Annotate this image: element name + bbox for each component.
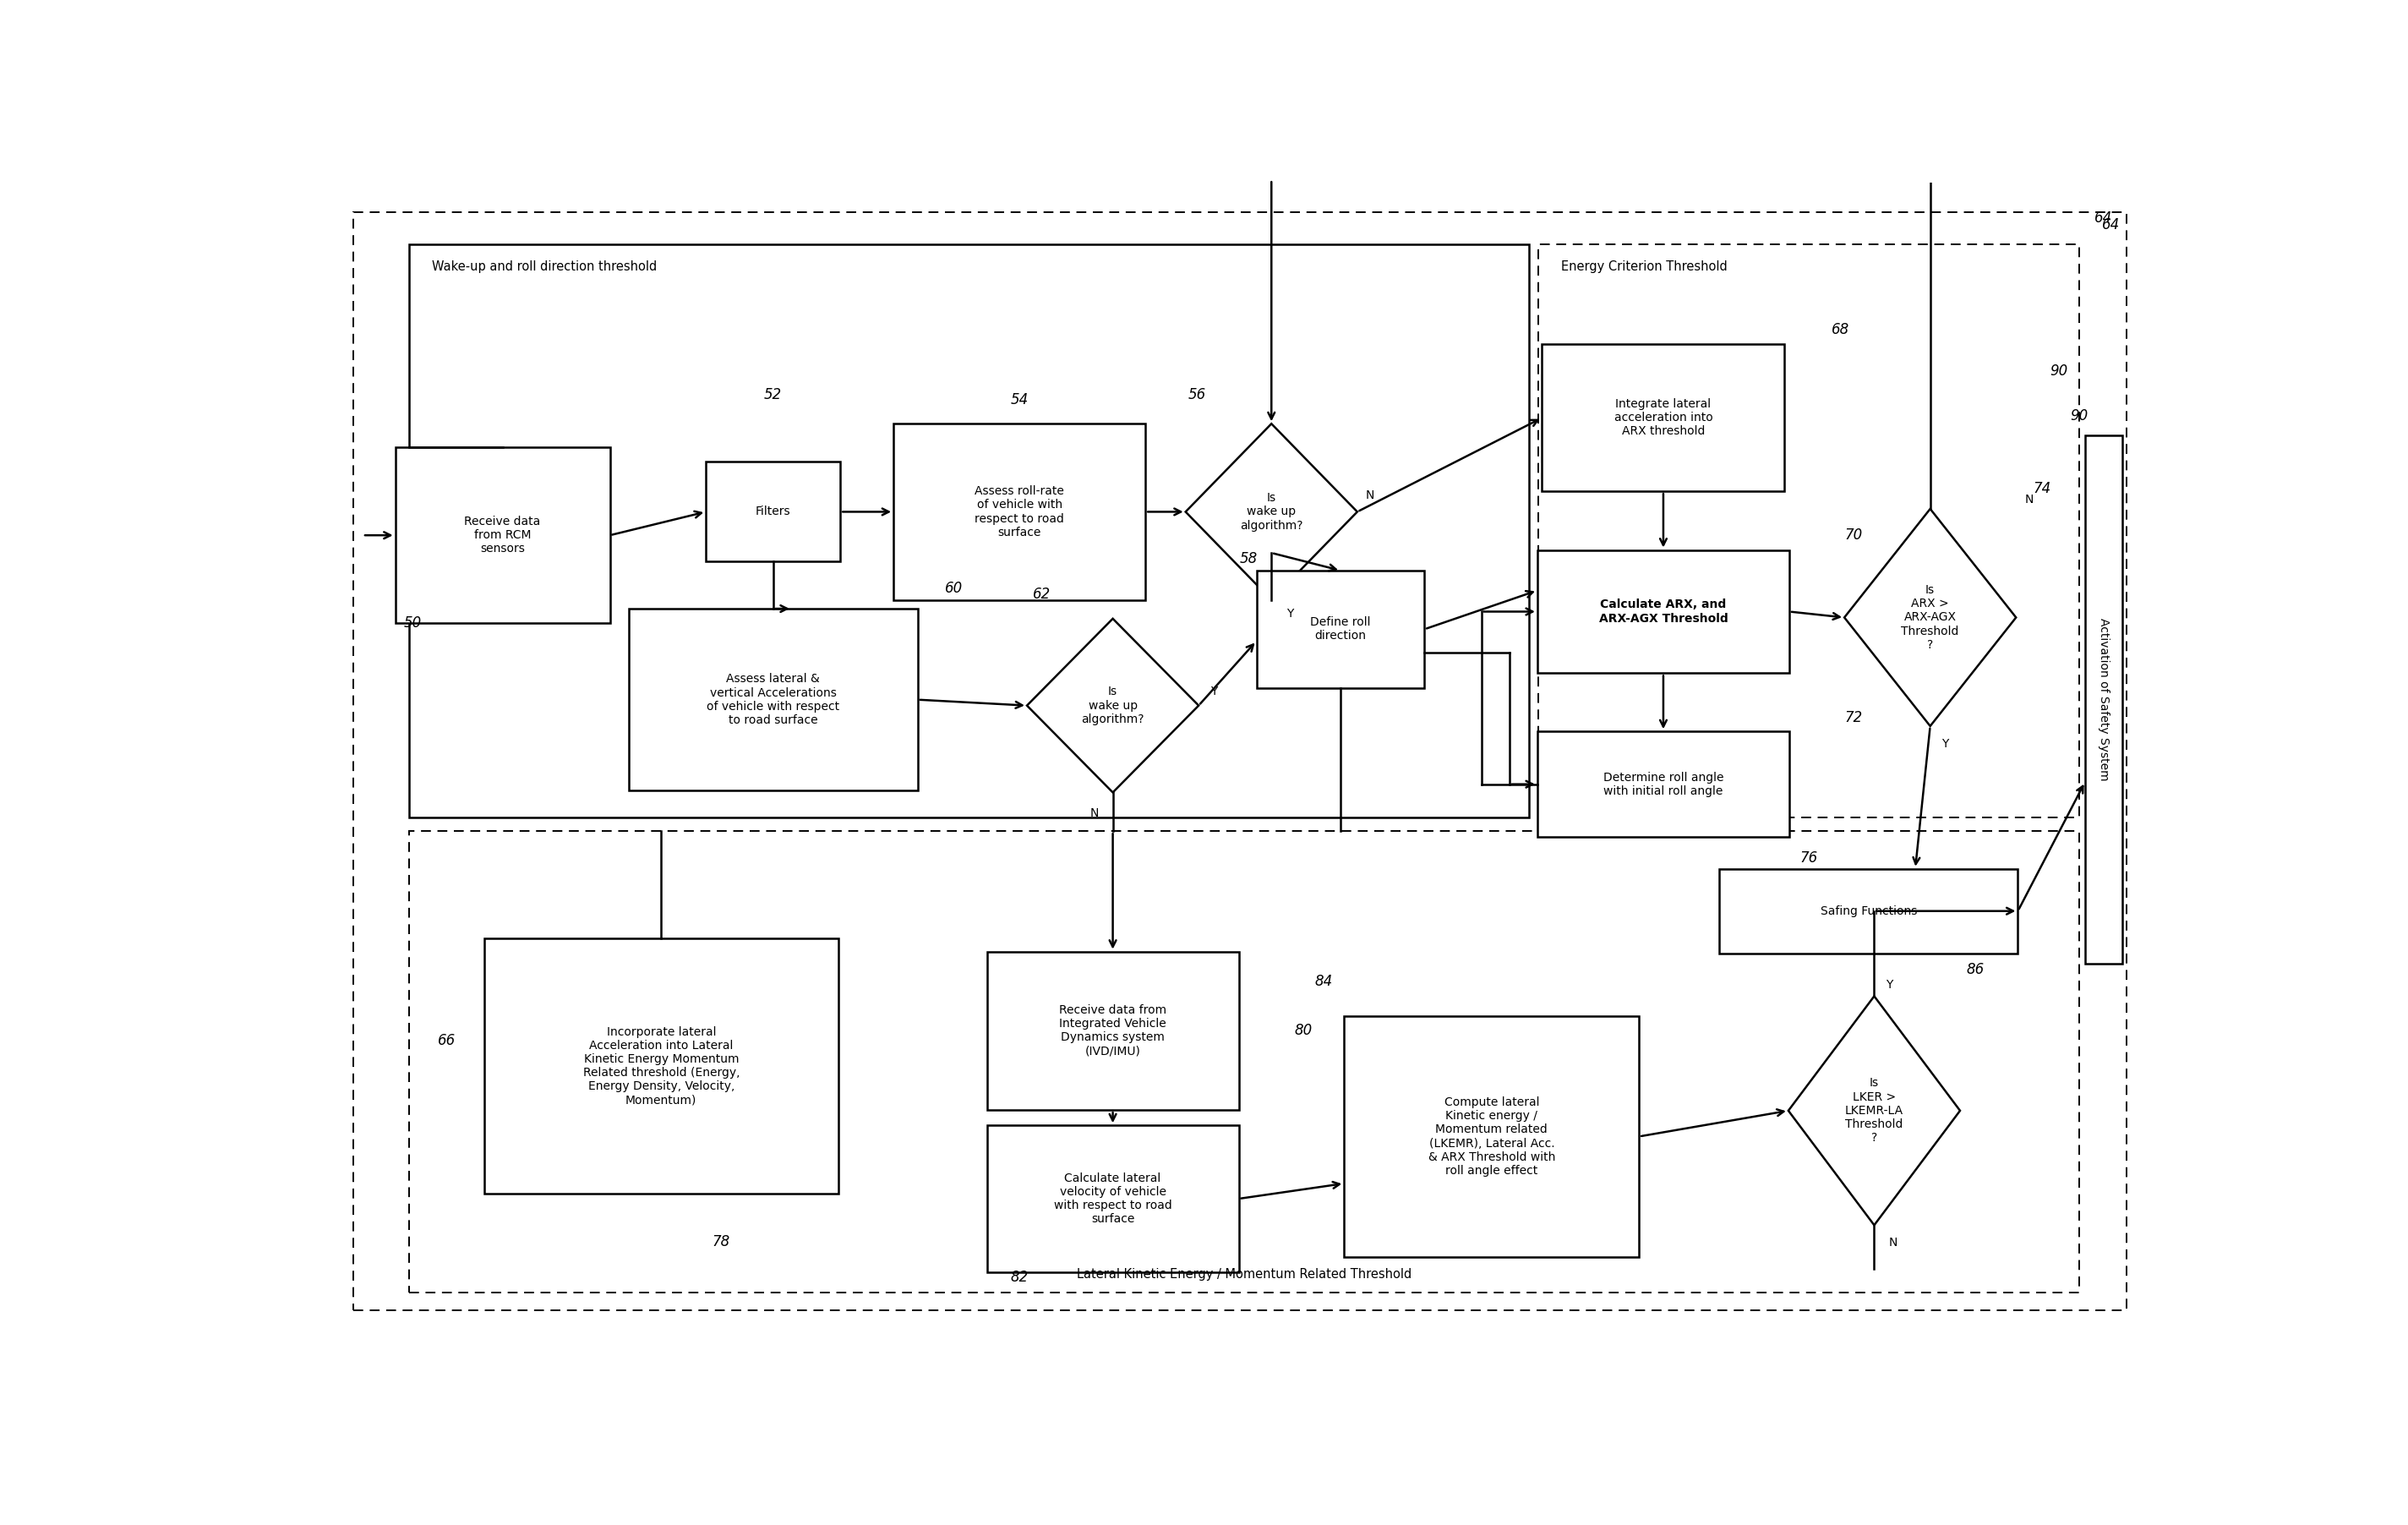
Text: Incorporate lateral
Acceleration into Lateral
Kinetic Energy Momentum
Related th: Incorporate lateral Acceleration into La… <box>583 1026 739 1106</box>
Text: 86: 86 <box>1965 962 1984 978</box>
Text: 52: 52 <box>763 387 783 403</box>
FancyBboxPatch shape <box>484 938 838 1194</box>
Text: Determine roll angle
with initial roll angle: Determine roll angle with initial roll a… <box>1604 772 1724 798</box>
Text: 74: 74 <box>2032 480 2052 496</box>
Text: Lateral Kinetic Energy / Momentum Related Threshold: Lateral Kinetic Energy / Momentum Relate… <box>1076 1269 1411 1281</box>
Text: 58: 58 <box>1240 551 1257 566</box>
Text: Y: Y <box>1941 738 1948 750</box>
Text: 84: 84 <box>1315 974 1332 990</box>
Text: 64: 64 <box>2095 210 2112 226</box>
Polygon shape <box>1789 996 1960 1225</box>
Text: 62: 62 <box>1033 587 1050 601</box>
Polygon shape <box>1845 509 2015 726</box>
Text: N: N <box>1091 808 1098 819</box>
Text: N: N <box>1888 1237 1898 1249</box>
Text: Assess lateral &
vertical Accelerations
of vehicle with respect
to road surface: Assess lateral & vertical Accelerations … <box>706 673 840 726</box>
Polygon shape <box>1026 619 1199 793</box>
Text: Assess roll-rate
of vehicle with
respect to road
surface: Assess roll-rate of vehicle with respect… <box>975 485 1064 538</box>
Text: Y: Y <box>1211 686 1216 697</box>
Text: 66: 66 <box>438 1032 455 1048</box>
FancyBboxPatch shape <box>1536 551 1789 673</box>
Text: Activation of Safety System: Activation of Safety System <box>2097 618 2109 781</box>
Text: Compute lateral
Kinetic energy /
Momentum related
(LKEMR), Lateral Acc.
& ARX Th: Compute lateral Kinetic energy / Momentu… <box>1428 1096 1556 1177</box>
Text: Integrate lateral
acceleration into
ARX threshold: Integrate lateral acceleration into ARX … <box>1613 398 1712 438</box>
Text: Y: Y <box>1286 608 1293 619</box>
Text: Is
wake up
algorithm?: Is wake up algorithm? <box>1240 493 1303 531</box>
Text: Safing Functions: Safing Functions <box>1820 906 1917 917</box>
FancyBboxPatch shape <box>1257 570 1426 688</box>
Text: 76: 76 <box>1799 851 1818 866</box>
Text: Is
wake up
algorithm?: Is wake up algorithm? <box>1081 686 1144 726</box>
Text: 80: 80 <box>1293 1023 1312 1039</box>
Text: N: N <box>1365 490 1375 502</box>
Text: 60: 60 <box>946 581 963 596</box>
Text: 82: 82 <box>1011 1270 1028 1286</box>
Text: Wake-up and roll direction threshold: Wake-up and roll direction threshold <box>431 261 657 273</box>
Text: Calculate lateral
velocity of vehicle
with respect to road
surface: Calculate lateral velocity of vehicle wi… <box>1055 1173 1173 1225</box>
Text: 50: 50 <box>405 616 421 631</box>
Text: Define roll
direction: Define roll direction <box>1310 616 1370 642</box>
Text: 90: 90 <box>2071 409 2088 424</box>
Text: Calculate ARX, and
ARX-AGX Threshold: Calculate ARX, and ARX-AGX Threshold <box>1599 599 1729 624</box>
Text: 56: 56 <box>1187 387 1206 403</box>
Text: 54: 54 <box>1011 392 1028 407</box>
FancyBboxPatch shape <box>1541 345 1784 491</box>
FancyBboxPatch shape <box>987 1125 1238 1272</box>
FancyBboxPatch shape <box>987 952 1238 1110</box>
Text: Is
LKER >
LKEMR-LA
Threshold
?: Is LKER > LKEMR-LA Threshold ? <box>1845 1077 1902 1144</box>
Text: Is
ARX >
ARX-AGX
Threshold
?: Is ARX > ARX-AGX Threshold ? <box>1902 584 1960 651</box>
Text: Receive data from
Integrated Vehicle
Dynamics system
(IVD/IMU): Receive data from Integrated Vehicle Dyn… <box>1060 1005 1165 1057</box>
Text: 64: 64 <box>2102 217 2119 232</box>
FancyBboxPatch shape <box>1344 1016 1640 1257</box>
Text: 68: 68 <box>1832 322 1849 337</box>
FancyBboxPatch shape <box>628 608 917 790</box>
Polygon shape <box>1185 424 1358 599</box>
Text: Filters: Filters <box>756 506 790 517</box>
Text: 72: 72 <box>1845 709 1864 724</box>
FancyBboxPatch shape <box>2085 436 2121 964</box>
Text: Energy Criterion Threshold: Energy Criterion Threshold <box>1560 261 1727 273</box>
Text: N: N <box>2025 494 2032 505</box>
FancyBboxPatch shape <box>706 462 840 561</box>
FancyBboxPatch shape <box>395 447 609 624</box>
Text: Receive data
from RCM
sensors: Receive data from RCM sensors <box>465 515 542 555</box>
FancyBboxPatch shape <box>893 424 1146 599</box>
Text: Y: Y <box>1885 979 1893 990</box>
FancyBboxPatch shape <box>1719 869 2018 953</box>
FancyBboxPatch shape <box>1536 732 1789 837</box>
Text: 78: 78 <box>713 1235 730 1250</box>
Text: 70: 70 <box>1845 528 1864 543</box>
Text: 90: 90 <box>2049 363 2068 378</box>
